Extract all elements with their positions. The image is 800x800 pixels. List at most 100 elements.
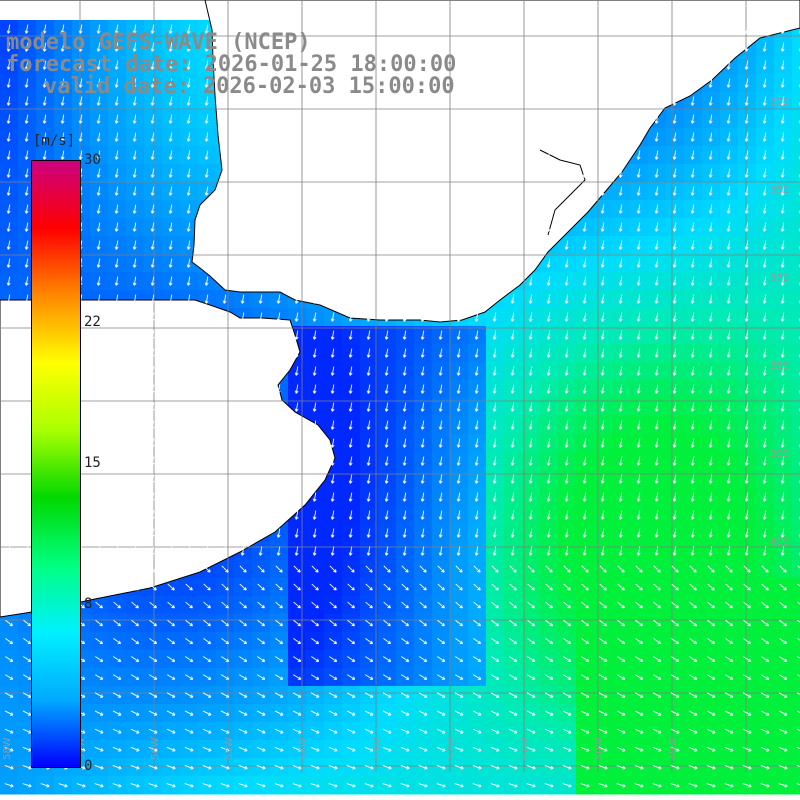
wind-arrow bbox=[563, 583, 571, 591]
wind-arrow bbox=[366, 384, 371, 394]
wind-arrow bbox=[364, 692, 374, 698]
wind-arrow bbox=[166, 783, 176, 788]
wind-arrow bbox=[401, 619, 409, 627]
wind-arrow bbox=[455, 601, 463, 609]
wind-arrow bbox=[294, 456, 299, 466]
wind-arrow bbox=[600, 456, 605, 466]
wind-arrow bbox=[726, 42, 731, 52]
wind-arrow bbox=[401, 583, 409, 591]
wind-arrow bbox=[473, 619, 481, 627]
wind-arrow bbox=[545, 656, 554, 662]
wind-arrow bbox=[202, 728, 212, 734]
wind-cell bbox=[792, 740, 800, 759]
wind-arrow bbox=[600, 546, 605, 556]
wind-arrow bbox=[312, 546, 317, 556]
wind-arrow bbox=[670, 728, 680, 734]
wind-arrow bbox=[582, 312, 587, 322]
wind-arrow bbox=[186, 312, 191, 322]
wind-arrow bbox=[23, 637, 32, 645]
wind-arrow bbox=[492, 24, 497, 34]
wind-arrow bbox=[528, 456, 533, 466]
wind-arrow bbox=[599, 637, 608, 645]
wind-arrow bbox=[330, 330, 335, 340]
wind-arrow bbox=[382, 746, 392, 752]
wind-arrow bbox=[672, 402, 677, 412]
wind-arrow bbox=[672, 150, 677, 160]
wind-arrow bbox=[366, 78, 371, 88]
wind-arrow bbox=[220, 692, 230, 698]
wind-arrow bbox=[688, 692, 698, 698]
wind-arrow bbox=[437, 583, 445, 591]
wind-arrow bbox=[168, 42, 173, 52]
wind-arrow bbox=[186, 474, 191, 484]
wind-cell bbox=[792, 506, 800, 525]
wind-arrow bbox=[276, 42, 281, 52]
wind-cell bbox=[792, 452, 800, 471]
wind-arrow bbox=[294, 240, 299, 250]
wind-arrow bbox=[148, 674, 158, 680]
wind-arrow bbox=[310, 746, 320, 752]
wind-arrow bbox=[150, 510, 155, 520]
wind-arrow bbox=[348, 150, 353, 160]
wind-arrow bbox=[707, 565, 715, 573]
wind-arrow bbox=[510, 60, 515, 70]
wind-arrow bbox=[364, 765, 374, 770]
wind-arrow bbox=[654, 24, 659, 34]
wind-arrow bbox=[6, 438, 11, 448]
wind-arrow bbox=[168, 78, 173, 88]
wind-arrow bbox=[330, 456, 335, 466]
wind-arrow bbox=[618, 330, 623, 340]
wind-arrow bbox=[492, 204, 497, 214]
wind-arrow bbox=[456, 510, 461, 520]
wind-arrow bbox=[762, 492, 767, 502]
wind-arrow bbox=[652, 783, 662, 788]
wind-arrow bbox=[654, 384, 659, 394]
wind-arrow bbox=[168, 474, 173, 484]
wind-arrow bbox=[510, 510, 515, 520]
wind-arrow bbox=[744, 258, 749, 268]
wind-arrow bbox=[454, 710, 464, 716]
wind-arrow bbox=[582, 510, 587, 520]
wind-arrow bbox=[240, 204, 245, 214]
wind-arrow bbox=[6, 78, 11, 88]
wind-arrow bbox=[312, 474, 317, 484]
wind-arrow bbox=[598, 765, 608, 770]
wind-arrow bbox=[348, 474, 353, 484]
wind-arrow bbox=[60, 24, 65, 34]
wind-arrow bbox=[222, 510, 227, 520]
lon-label: 56W bbox=[150, 737, 161, 760]
wind-arrow bbox=[618, 276, 623, 286]
wind-arrow bbox=[492, 42, 497, 52]
wind-arrow bbox=[546, 492, 551, 502]
wind-arrow bbox=[474, 24, 479, 34]
wind-arrow bbox=[564, 78, 569, 88]
wind-arrow bbox=[708, 222, 713, 232]
wind-arrow bbox=[582, 222, 587, 232]
wind-arrow bbox=[509, 601, 517, 609]
wind-arrow bbox=[690, 240, 695, 250]
wind-arrow bbox=[492, 222, 497, 232]
colorbar-tick: 8 bbox=[84, 596, 93, 613]
wind-arrow bbox=[166, 746, 176, 752]
wind-arrow bbox=[238, 746, 248, 752]
wind-arrow bbox=[672, 546, 677, 556]
wind-arrow bbox=[42, 24, 47, 34]
wind-arrow bbox=[132, 222, 137, 232]
lon-labels: 58W 57W 56W 55W 54W 53W 52W 51W 50W 49W bbox=[2, 737, 679, 760]
wind-arrow bbox=[526, 710, 536, 716]
wind-arrow bbox=[348, 168, 353, 178]
wind-arrow bbox=[510, 402, 515, 412]
wind-arrow bbox=[348, 78, 353, 88]
wind-arrow bbox=[294, 528, 299, 538]
wind-arrow bbox=[94, 765, 104, 770]
wind-arrow bbox=[23, 619, 31, 627]
wind-arrow bbox=[240, 294, 245, 304]
wind-arrow bbox=[330, 528, 335, 538]
wind-arrow bbox=[438, 240, 443, 250]
wind-arrow bbox=[240, 276, 245, 286]
wind-arrow bbox=[402, 438, 407, 448]
wind-arrow bbox=[348, 420, 353, 430]
wind-arrow bbox=[796, 783, 800, 786]
wind-arrow bbox=[474, 276, 479, 286]
wind-cell bbox=[792, 542, 800, 561]
